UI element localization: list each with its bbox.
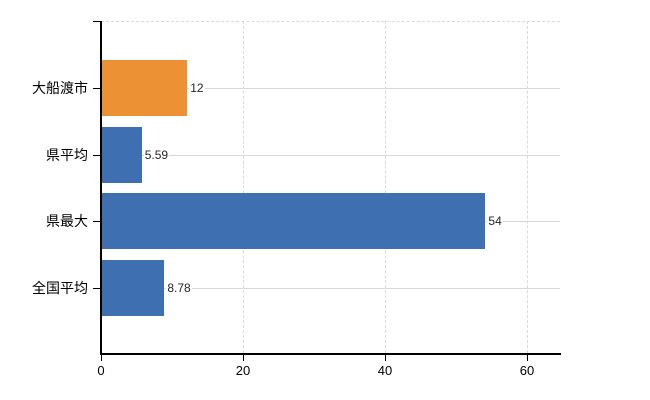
bar-1 (102, 126, 142, 183)
vertical-gridline (527, 21, 528, 353)
x-axis-tick (527, 355, 528, 361)
y-axis-tick (93, 154, 101, 156)
bar-2 (102, 193, 486, 250)
category-label: 県平均 (46, 146, 88, 163)
bar-value-label: 54 (487, 214, 503, 229)
x-axis-tick (385, 355, 386, 361)
vertical-gridline (243, 21, 244, 353)
category-label: 大船渡市 (32, 80, 88, 96)
y-axis (100, 21, 102, 355)
bar-value-label: 8.78 (166, 280, 192, 295)
plot-top-border (101, 21, 560, 22)
bar-value-label: 12 (189, 81, 205, 95)
x-tick-label: 60 (519, 363, 535, 378)
bar-value-label: 5.59 (143, 147, 170, 162)
x-axis-tick (243, 355, 244, 361)
x-tick-label: 20 (235, 363, 251, 378)
x-tick-label: 0 (97, 363, 105, 378)
y-axis-tick (93, 88, 101, 89)
category-gridline (101, 154, 560, 156)
x-tick-label: 40 (377, 363, 393, 378)
category-label: 県最大 (46, 213, 88, 230)
bar-0 (102, 60, 188, 116)
category-label: 全国平均 (32, 279, 88, 296)
y-axis-end-tick (93, 21, 101, 22)
y-axis-tick (93, 287, 101, 289)
x-axis (100, 353, 561, 355)
x-axis-tick (101, 355, 102, 361)
bar-3 (102, 259, 165, 316)
category-gridline (101, 287, 560, 289)
y-axis-tick (93, 221, 101, 223)
category-gridline (101, 88, 560, 89)
vertical-gridline (385, 21, 386, 353)
